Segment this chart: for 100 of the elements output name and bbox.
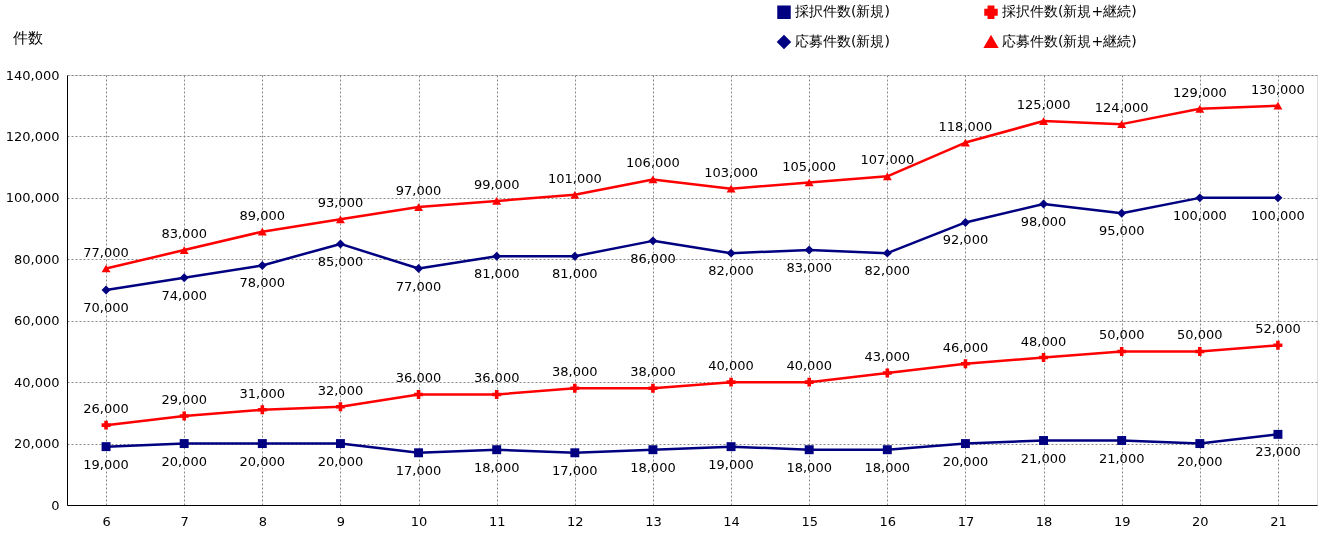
point — [648, 445, 658, 455]
data-label: 20,000 — [1177, 453, 1223, 469]
y-tick-label: 80,000 — [14, 251, 60, 267]
data-label: 50,000 — [1098, 327, 1145, 343]
point — [492, 197, 502, 205]
data-label: 130,000 — [1251, 81, 1305, 97]
x-tick-label: 6 — [102, 513, 111, 529]
point — [570, 251, 580, 261]
y-tick-label: 0 — [51, 497, 60, 513]
point — [1117, 208, 1127, 218]
data-label: 99,000 — [473, 176, 520, 192]
y-tick-label: 140,000 — [5, 67, 60, 83]
x-tick-label: 16 — [879, 513, 897, 529]
legend-label: 応募件数(新規+継続) — [1002, 33, 1137, 49]
x-tick-label: 9 — [336, 513, 346, 529]
point — [1117, 120, 1127, 129]
data-label: 81,000 — [552, 266, 598, 282]
point — [804, 445, 814, 455]
x-tick-label: 14 — [723, 513, 740, 529]
point — [726, 442, 736, 452]
data-label: 82,000 — [708, 263, 754, 279]
data-label: 40,000 — [786, 358, 832, 374]
legend-label: 採択件数(新規) — [795, 3, 890, 20]
point — [882, 368, 892, 378]
data-label: 83,000 — [161, 226, 207, 242]
point — [335, 239, 345, 249]
point — [179, 246, 189, 254]
y-tick-label: 20,000 — [14, 436, 60, 452]
data-label: 86,000 — [630, 250, 676, 266]
data-label: 43,000 — [864, 348, 911, 364]
point — [1195, 346, 1205, 356]
data-label: 18,000 — [864, 459, 911, 475]
point — [1195, 439, 1205, 449]
point — [257, 260, 267, 270]
x-tick-label: 11 — [488, 513, 506, 529]
data-label: 21,000 — [1098, 450, 1145, 466]
point — [1273, 101, 1283, 110]
data-label: 38,000 — [552, 364, 598, 380]
data-label: 125,000 — [1016, 97, 1071, 113]
data-label: 118,000 — [938, 118, 993, 134]
point — [726, 248, 736, 258]
x-tick-label: 8 — [258, 513, 267, 529]
data-label: 29,000 — [161, 391, 207, 407]
data-label: 50,000 — [1177, 327, 1223, 343]
data-label: 89,000 — [239, 207, 286, 223]
point — [1117, 436, 1127, 445]
data-label: 92,000 — [942, 232, 989, 248]
point — [335, 402, 345, 412]
data-label: 95,000 — [1098, 223, 1145, 239]
point — [648, 175, 658, 184]
point — [179, 439, 189, 449]
point — [257, 439, 267, 449]
data-label: 36,000 — [473, 370, 520, 386]
point — [804, 377, 814, 387]
x-tick-label: 21 — [1270, 513, 1287, 529]
data-label: 32,000 — [317, 382, 364, 398]
point — [1273, 340, 1283, 350]
data-label: 36,000 — [395, 370, 442, 386]
x-tick-label: 15 — [801, 513, 818, 529]
data-label: 100,000 — [1251, 207, 1305, 223]
point — [1039, 436, 1049, 445]
data-label: 23,000 — [1255, 444, 1301, 460]
point — [1273, 193, 1283, 203]
data-label: 31,000 — [239, 385, 286, 401]
y-tick-label: 120,000 — [5, 128, 60, 144]
point — [257, 405, 267, 415]
data-label: 26,000 — [83, 401, 129, 417]
x-tick-label: 12 — [567, 513, 584, 529]
data-label: 83,000 — [786, 260, 832, 276]
data-label: 93,000 — [317, 195, 364, 211]
point — [570, 383, 580, 393]
point — [179, 273, 189, 283]
point — [101, 285, 111, 295]
point — [726, 184, 736, 193]
point — [492, 445, 502, 455]
x-tick-label: 17 — [957, 513, 975, 529]
point — [492, 251, 502, 261]
point — [335, 215, 345, 224]
point — [414, 264, 424, 273]
data-label: 48,000 — [1020, 333, 1067, 349]
point — [960, 217, 970, 227]
point — [257, 227, 267, 236]
data-label: 20,000 — [239, 453, 286, 469]
data-label: 129,000 — [1172, 84, 1227, 100]
data-label: 70,000 — [83, 300, 129, 315]
point — [960, 439, 970, 449]
legend-label: 採択件数(新規+継続) — [1002, 3, 1137, 20]
point — [960, 359, 970, 369]
point — [1039, 199, 1049, 209]
data-label: 105,000 — [782, 158, 837, 174]
x-tick-label: 7 — [180, 513, 189, 529]
data-label: 18,000 — [786, 459, 832, 475]
point — [882, 445, 892, 455]
point — [1039, 117, 1049, 125]
point — [414, 448, 424, 458]
point — [179, 411, 189, 421]
y-tick-label: 40,000 — [14, 374, 60, 390]
data-label: 20,000 — [317, 453, 364, 469]
data-label: 78,000 — [239, 275, 286, 291]
data-label: 18,000 — [630, 459, 676, 475]
